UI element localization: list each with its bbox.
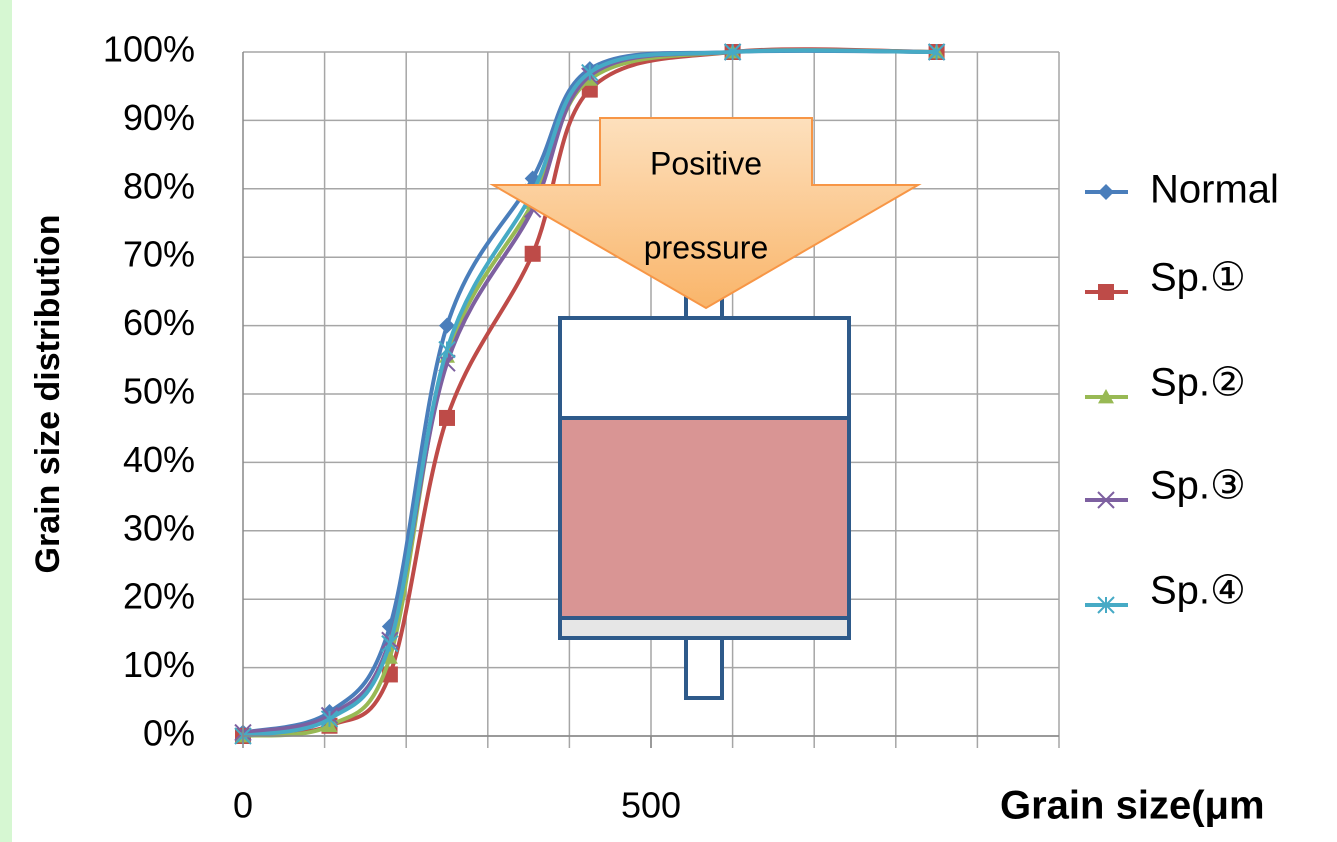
side-strip (0, 0, 12, 842)
marker (320, 710, 339, 728)
y-tick-label: 80% (123, 165, 195, 206)
legend-label: Sp.① (1150, 256, 1246, 300)
annotation: Positive (650, 145, 762, 181)
series (234, 43, 946, 745)
illustration: Positive pressure (489, 117, 922, 700)
annotation: pressure (644, 229, 769, 265)
legend-marker (1098, 284, 1114, 300)
legend-label: Sp.④ (1150, 569, 1246, 613)
legend-marker (1098, 389, 1114, 404)
y-tick-label: 20% (123, 576, 195, 617)
y-tick-label: 40% (123, 439, 195, 480)
x-tick-label: 0 (233, 785, 253, 826)
outlet (684, 636, 724, 700)
legend-label: Sp.③ (1150, 464, 1246, 508)
marker (439, 409, 455, 426)
sample (558, 416, 851, 620)
marker (723, 43, 742, 61)
container-top (558, 316, 851, 420)
x-axis-title: Grain size(μm (1000, 784, 1265, 828)
pressure-arrow (489, 117, 922, 310)
marker (524, 245, 541, 262)
y-axis-title: Grain size distribution (29, 215, 67, 574)
y-tick-label: 90% (123, 97, 195, 138)
legend-marker (1097, 491, 1115, 509)
x-tick-label: 500 (621, 785, 681, 826)
marker (438, 340, 456, 359)
y-tick-label: 10% (123, 644, 195, 685)
marker (439, 317, 455, 334)
y-tick-label: 50% (123, 371, 195, 412)
y-tick-label: 60% (123, 302, 195, 343)
y-tick-label: 30% (123, 507, 195, 548)
legend-marker (1097, 596, 1115, 614)
marker (927, 43, 946, 61)
legend-label: Normal (1150, 168, 1279, 212)
marker (381, 634, 399, 653)
marker (581, 63, 599, 82)
y-tick-label: 70% (123, 234, 195, 275)
filter (558, 616, 851, 640)
legend-label: Sp.② (1150, 361, 1246, 405)
y-tick-label: 0% (143, 713, 195, 754)
y-tick-label: 100% (103, 29, 195, 70)
legend-marker (1098, 184, 1114, 200)
